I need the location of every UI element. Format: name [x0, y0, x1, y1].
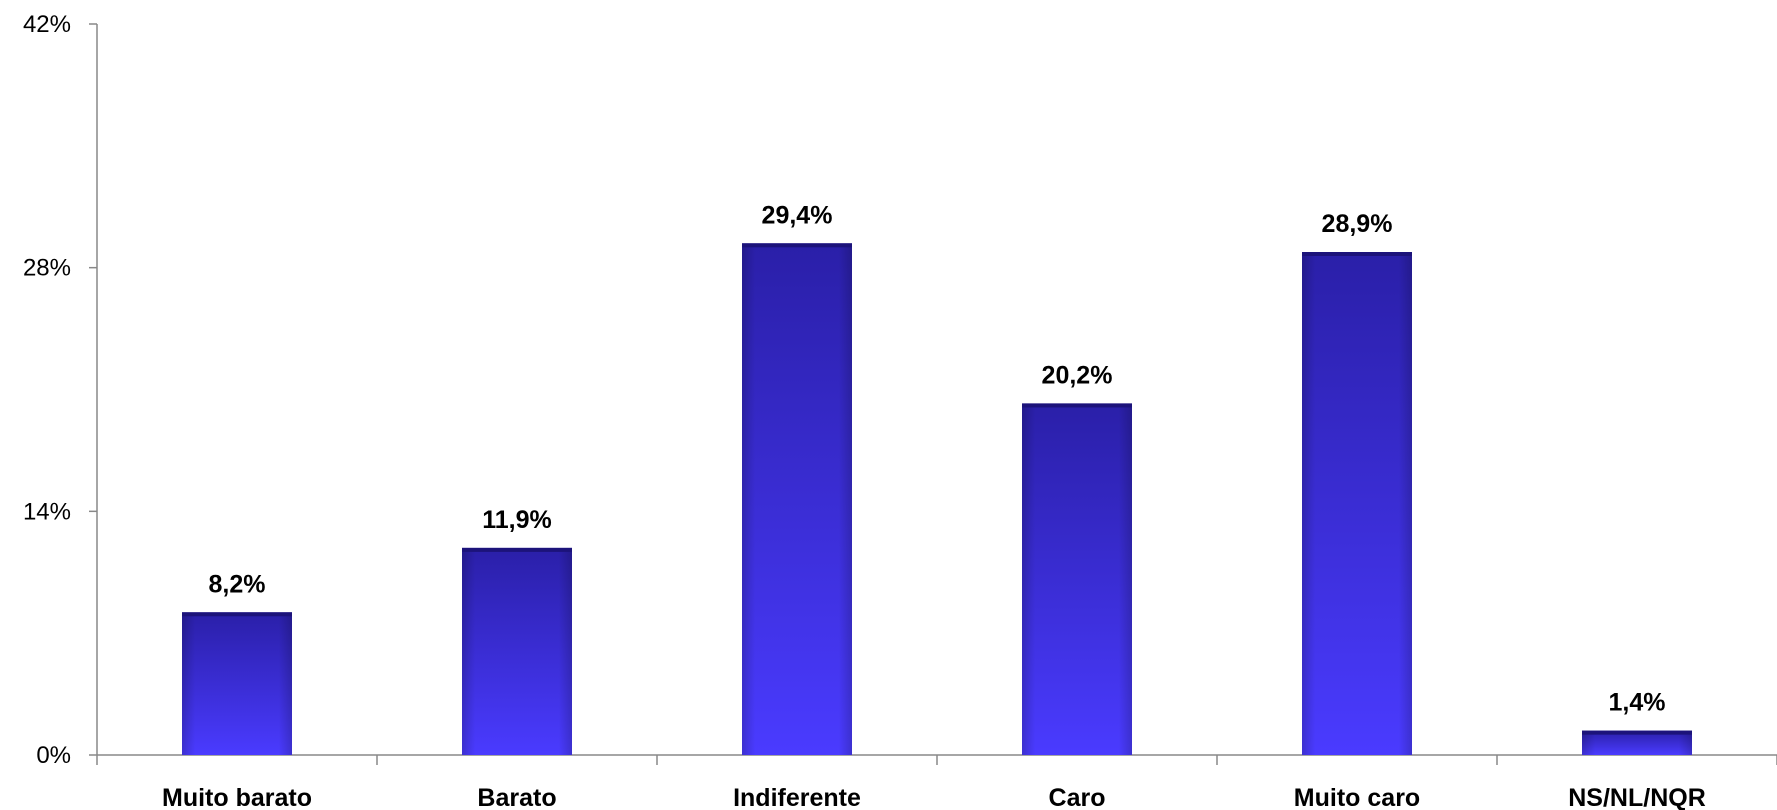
y-tick-label: 0% [36, 742, 71, 769]
category-label: Indiferente [733, 784, 861, 810]
data-labels: 8,2% 11,9% 29,4% 20,2% 28,9% 1,4% [209, 201, 1666, 716]
data-label: 11,9% [482, 506, 552, 534]
category-label: Muito caro [1294, 784, 1420, 810]
data-label: 28,9% [1322, 210, 1393, 238]
category-label: Muito barato [162, 784, 312, 810]
data-label: 20,2% [1042, 361, 1113, 389]
bar-shade [1582, 730, 1692, 755]
y-axis: 0% 14% 28% 42% [23, 11, 98, 769]
bar-top-edge [1582, 730, 1692, 735]
y-tick-label: 14% [23, 498, 71, 525]
bar-top-edge [462, 547, 572, 552]
bar [462, 547, 572, 755]
bar-top-edge [1302, 252, 1412, 257]
bar-top-edge [742, 243, 852, 248]
bar-shade [1022, 403, 1132, 755]
bar-shade [742, 243, 852, 756]
x-axis: Muito barato Barato Indiferente Caro Muito c… [96, 754, 1777, 810]
bar-top-edge [182, 612, 292, 617]
category-label: NS/NL/NQR [1568, 784, 1706, 810]
bar-shade [1302, 252, 1412, 755]
category-label: Barato [477, 784, 556, 810]
data-label: 29,4% [762, 201, 833, 229]
bar-top-edge [1022, 403, 1132, 408]
bar [1302, 252, 1412, 755]
bar-shade [182, 612, 292, 755]
bars [182, 243, 1692, 756]
y-tick-label: 42% [23, 11, 71, 38]
bar [182, 612, 292, 755]
category-label: Caro [1049, 784, 1106, 810]
bar [742, 243, 852, 756]
data-label: 1,4% [1609, 689, 1666, 717]
y-tick-label: 28% [23, 255, 71, 282]
bar [1022, 403, 1132, 755]
bar [1582, 730, 1692, 755]
data-label: 8,2% [209, 570, 266, 598]
bar-shade [462, 547, 572, 755]
